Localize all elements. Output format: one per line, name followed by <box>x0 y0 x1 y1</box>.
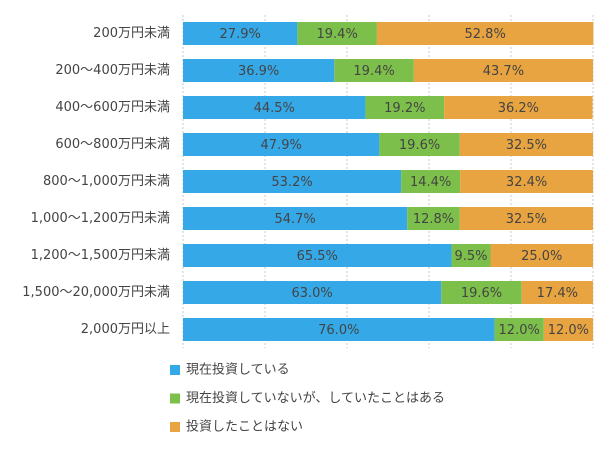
data-label: 44.5% <box>254 101 295 116</box>
data-label: 36.2% <box>498 101 539 116</box>
bar-segment <box>444 96 593 119</box>
data-label: 12.0% <box>548 323 589 338</box>
bar-segment <box>379 133 460 156</box>
bar-segment <box>521 281 593 304</box>
bar-segment <box>451 244 491 267</box>
data-label: 47.9% <box>261 138 302 153</box>
bar-segment <box>183 318 495 341</box>
y-tick-label: 200～400万円未満 <box>55 63 170 78</box>
data-label: 54.7% <box>274 212 315 227</box>
y-tick-label: 2,000万円以上 <box>81 322 170 337</box>
bar-segment <box>407 207 460 230</box>
data-label: 12.8% <box>413 212 454 227</box>
data-label: 52.8% <box>465 27 506 42</box>
legend-swatch <box>170 422 180 432</box>
data-label: 32.4% <box>506 175 547 190</box>
legend-swatch <box>170 365 180 375</box>
bar-segment <box>365 96 445 119</box>
y-tick-label: 800～1,000万円未満 <box>43 174 170 189</box>
y-tick-label: 1,000～1,200万円未満 <box>31 211 170 226</box>
bar-segment <box>459 207 593 230</box>
bar-segment <box>490 244 593 267</box>
bar-segment <box>183 281 442 304</box>
bar-segment <box>543 318 593 341</box>
y-tick-label: 200万円未満 <box>93 26 170 41</box>
bar-segment <box>183 244 452 267</box>
y-tick-label: 1,500～20,000万円未満 <box>22 285 170 300</box>
bar-segment <box>183 59 335 82</box>
data-label: 36.9% <box>238 64 279 79</box>
data-label: 63.0% <box>291 286 332 301</box>
y-tick-label: 400～600万円未満 <box>55 100 170 115</box>
bar-segment <box>494 318 544 341</box>
data-label: 19.4% <box>317 27 358 42</box>
data-label: 17.4% <box>537 286 578 301</box>
legend-label: 投資したことはない <box>186 419 303 435</box>
data-label: 14.4% <box>410 175 451 190</box>
data-label: 19.6% <box>399 138 440 153</box>
bar-segment <box>297 22 377 45</box>
bar-segment <box>183 207 408 230</box>
legend-label: 現在投資している <box>186 362 290 378</box>
y-tick-label: 600～800万円未満 <box>55 137 170 152</box>
data-label: 25.0% <box>521 249 562 264</box>
data-label: 9.5% <box>455 249 488 264</box>
legend-swatch <box>170 393 180 404</box>
legend-label: 現在投資していないが、していたことはある <box>186 390 445 406</box>
bar-segment <box>183 96 366 119</box>
bar-segment <box>376 22 594 45</box>
y-tick-label: 1,200～1,500万円未満 <box>31 248 170 263</box>
bar-segment <box>183 22 298 45</box>
bar-segment <box>459 133 593 156</box>
data-label: 76.0% <box>318 323 359 338</box>
data-label: 53.2% <box>271 175 312 190</box>
bar-segment <box>183 170 402 193</box>
bar-segment <box>460 170 593 193</box>
data-label: 19.2% <box>384 101 425 116</box>
bar-segment <box>441 281 522 304</box>
data-label: 19.6% <box>461 286 502 301</box>
data-label: 65.5% <box>297 249 338 264</box>
data-label: 27.9% <box>220 27 261 42</box>
data-label: 12.0% <box>499 323 540 338</box>
bar-segment <box>401 170 461 193</box>
bar-segment <box>183 133 380 156</box>
data-label: 43.7% <box>483 64 524 79</box>
data-label: 32.5% <box>506 138 547 153</box>
data-label: 32.5% <box>506 212 547 227</box>
bar-segment <box>413 59 593 82</box>
bar-segment <box>334 59 414 82</box>
data-label: 19.4% <box>353 64 394 79</box>
